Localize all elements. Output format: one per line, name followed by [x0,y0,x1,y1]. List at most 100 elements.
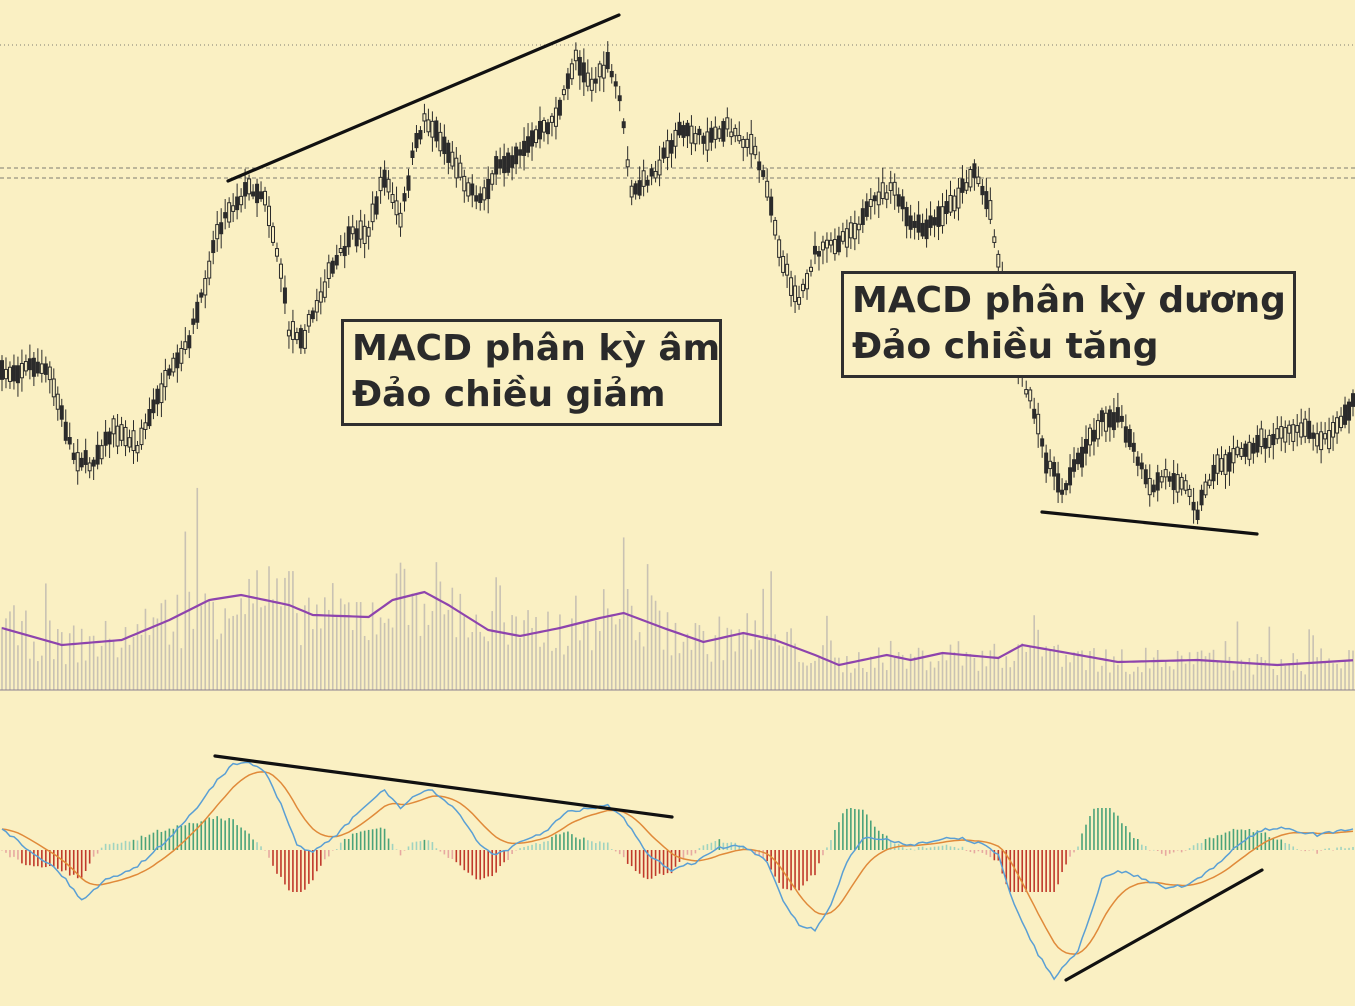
candle-body [191,318,196,325]
candle-body [458,162,463,178]
macd-hist-bar [726,842,729,850]
volume-bar [136,624,139,690]
candle-body [474,195,479,202]
candle-body [322,281,327,298]
macd-hist-bar [1025,850,1028,892]
macd-hist-bar [56,850,59,869]
candle-body [609,70,614,78]
candle-body [394,200,399,216]
macd-hist-bar [1172,850,1175,853]
macd-hist-bar [774,850,776,877]
volume-bar [439,581,442,690]
volume-bar [551,650,553,690]
macd-hist-bar [654,850,657,876]
macd-hist-bar [818,850,820,864]
candle-body [1032,408,1037,419]
macd-hist-bar [5,850,7,853]
macd-hist-bar [606,842,609,850]
volume-bar [981,650,984,690]
candle-body [1319,431,1324,451]
volume-bar [957,641,960,690]
volume-bar [830,640,832,690]
bullish-subtitle: Đảo chiều tăng [852,326,1159,367]
volume-bar [535,616,537,690]
volume-bar [1344,660,1346,690]
volume-bar [1204,656,1207,690]
macd-hist-bar [347,838,350,850]
volume-bar [264,605,266,690]
candle-body [422,113,427,122]
macd-hist-bar [471,850,474,876]
candle-body [1163,469,1168,478]
candle-body [1331,422,1336,438]
candle-body [498,159,503,169]
macd-hist-bar [324,850,326,860]
candle-body [836,235,841,253]
candle-body [95,444,100,465]
volume-bar [108,638,111,690]
volume-bar [1196,651,1199,690]
candle-body [247,178,252,195]
macd-hist-bar [1121,823,1123,850]
candle-body [1275,428,1280,440]
volume-bar [144,608,147,690]
macd-hist-bar [682,850,685,859]
macd-hist-bar [794,850,796,889]
candle-body [852,222,857,240]
macd-hist-bar [312,850,314,881]
volume-bar [1148,668,1151,690]
volume-bar [272,599,274,690]
candle-body [645,179,650,186]
candle-body [904,207,909,227]
macd-hist-bar [630,850,633,867]
volume-bar [842,672,844,690]
volume-bar [638,632,641,690]
candle-body [749,133,754,155]
candle-body [561,89,566,96]
volume-bar [204,593,207,690]
macd-hist-bar [367,829,370,850]
volume-bar [347,602,350,690]
macd-hist-bar [403,850,406,851]
macd-hist-bar [327,850,330,857]
macd-hist-bar [423,839,426,850]
macd-hist-bar [842,813,844,850]
candle-body [928,215,933,228]
macd-lines [1,761,1354,981]
candle-body [1199,489,1204,506]
volume-bar [718,616,721,690]
macd-hist-bar [698,848,701,850]
volume-bar [463,616,466,690]
volume-bar [371,602,374,690]
macd-hist-bar [33,850,35,867]
volume-bar [495,577,497,690]
macd-hist-bar [415,841,418,850]
candle-body [1335,417,1340,434]
macd-hist-bar [288,850,290,891]
candle-body [263,190,268,206]
candle-body [231,205,236,212]
volume-bar [268,566,270,690]
candle-body [514,146,519,165]
candle-body [864,201,869,217]
candle-body [1103,412,1108,432]
volume-bar [1160,667,1163,690]
candle-body [968,169,973,188]
macd-hist-bar [551,836,553,850]
candle-body [812,245,817,255]
candle-body [59,405,64,420]
candle-body [557,99,562,116]
macd-hist-bar [212,818,215,850]
candle-body [565,73,570,89]
candle-body [298,328,303,349]
candle-body [426,119,431,133]
volume-bar [742,632,745,690]
candle-body [171,357,176,373]
macd-hist-bar [1248,828,1251,850]
volume-bar [591,650,593,690]
macd-hist-bar [359,831,362,850]
macd-hist-bar [503,850,505,863]
candle-body [1107,409,1112,428]
candle-body [988,200,993,220]
volume-bar [598,631,601,690]
